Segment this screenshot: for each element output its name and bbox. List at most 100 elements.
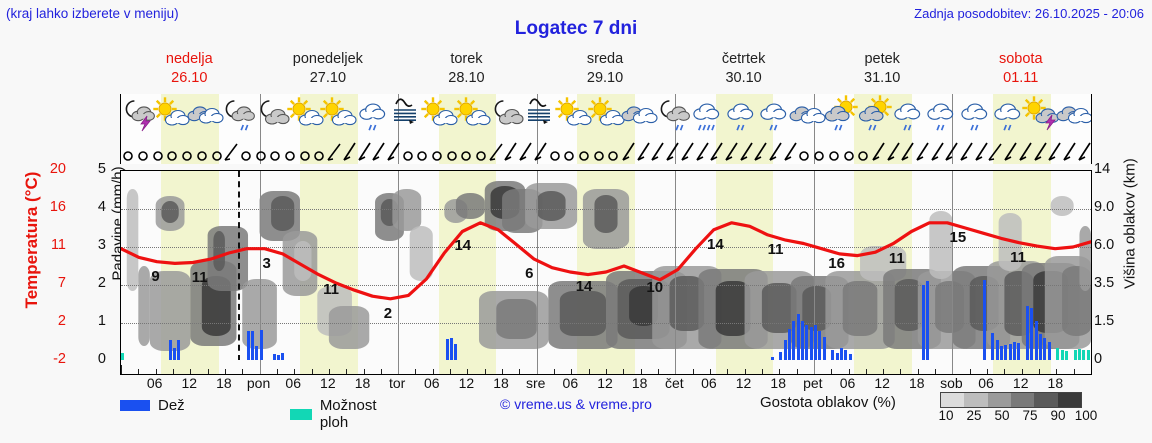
precipitation-bar <box>1017 342 1021 361</box>
day-separator <box>398 171 400 361</box>
x-axis-labels: 06 12 18 pon 06 12 18 tor 06 12 18 sre 06 12 18 čet 06 12… <box>120 375 1090 393</box>
cloud-density-swatch-50 <box>987 393 1011 407</box>
wind-calm-icon <box>561 140 577 162</box>
wind-calm-icon <box>400 140 416 162</box>
precipitation-bar <box>281 353 285 361</box>
precipitation-bar <box>809 326 813 361</box>
copyright-link[interactable]: © vreme.us & vreme.pro <box>500 396 652 412</box>
day-header-6: sobota 01.11 <box>951 50 1090 92</box>
legend-showers-label: Možnost ploh <box>319 397 377 431</box>
temperature-value-label: 2 <box>383 304 393 322</box>
wind-calm-icon <box>826 140 842 162</box>
precipitation-bar <box>844 350 848 361</box>
wind-barb-icon <box>1076 140 1091 162</box>
wind-barb-light-icon <box>987 140 1003 162</box>
day-date: 29.10 <box>586 70 624 86</box>
precipitation-bar <box>1004 345 1008 361</box>
day-name: sobota <box>998 51 1043 67</box>
day-separator <box>952 360 954 374</box>
precipitation-bar <box>445 338 449 361</box>
x-axis-label-pon: pon <box>246 375 271 391</box>
x-axis-tick <box>502 369 504 374</box>
wind-calm-icon <box>576 140 592 162</box>
sun-cloud-icon <box>318 95 358 137</box>
day-name: nedelja <box>165 51 213 67</box>
precipitation-bar <box>991 332 995 361</box>
daylight-band <box>992 360 1051 374</box>
temperature-value-label: 15 <box>949 228 967 246</box>
fog-icon <box>385 95 425 137</box>
temperature-value-label: 3 <box>262 254 271 272</box>
wind-barb-icon <box>914 140 930 162</box>
precipitation-bar <box>1013 342 1017 361</box>
precipitation-bar <box>818 330 822 361</box>
x-axis-tick <box>467 369 469 374</box>
showers-bar <box>1060 349 1064 361</box>
wind-barb-icon <box>973 140 989 162</box>
sun-cloud-thunder-icon <box>1021 95 1061 137</box>
x-axis-tick <box>172 369 174 374</box>
day-header-2: torek 28.10 <box>397 50 536 92</box>
precipitation-bar <box>922 285 926 361</box>
cloud-cloud-icon <box>787 95 827 137</box>
x-axis-label-12: 12 <box>874 375 890 391</box>
day-date: 31.10 <box>864 70 901 86</box>
cloud-density-step-10: 10 <box>938 408 954 423</box>
current-time-line <box>237 171 240 361</box>
x-axis-tick <box>207 369 209 374</box>
cloud-density-step-100: 100 <box>1074 408 1098 423</box>
x-axis-label-tor: tor <box>388 375 406 391</box>
temperature-value-label: 14 <box>707 235 724 253</box>
x-axis-tick <box>606 369 607 374</box>
wind-barb-icon <box>1046 140 1062 162</box>
wind-barb-icon <box>370 140 386 162</box>
wind-barb-icon <box>708 140 724 162</box>
wind-barb-icon <box>1032 140 1048 162</box>
day-separator <box>675 360 677 374</box>
cloud-density-swatch-75 <box>1010 393 1035 407</box>
daylight-band <box>299 360 358 374</box>
wind-calm-icon <box>297 140 313 162</box>
precipitation-bar <box>177 340 181 361</box>
precipitation-bar <box>1008 343 1012 361</box>
x-axis-label-12: 12 <box>597 375 613 391</box>
cloud-density-swatch-25 <box>964 393 988 407</box>
wind-barb-icon <box>649 140 665 162</box>
x-axis-label-06: 06 <box>285 375 301 391</box>
moon-cloud-rain-icon <box>653 95 693 137</box>
cloud-rain-icon <box>720 95 760 137</box>
wind-barb-icon <box>929 140 945 162</box>
precipitation-bar <box>255 345 259 361</box>
precipitation-bar <box>783 340 787 361</box>
x-axis-tick <box>640 369 642 374</box>
temperature-value-label: 11 <box>767 240 784 258</box>
day-separator <box>398 138 400 164</box>
x-axis-tick <box>380 369 382 374</box>
cloudheight-tick-1.5: 1.5 <box>1094 313 1115 329</box>
showers-bar <box>1065 351 1069 361</box>
wind-barb-icon <box>356 140 372 162</box>
cloud-density-step-90: 90 <box>1050 408 1066 423</box>
x-axis-tick <box>657 369 659 374</box>
wind-calm-icon <box>164 140 180 162</box>
day-separator <box>952 171 954 361</box>
moon-cloud-thunder-icon <box>121 95 158 137</box>
x-axis-tick <box>190 369 192 374</box>
temperature-value-label: 16 <box>828 254 845 272</box>
day-date: 30.10 <box>725 70 762 86</box>
x-axis-tick <box>1056 369 1058 374</box>
gridline-horizontal <box>121 247 1091 248</box>
day-separator <box>813 171 815 361</box>
wind-calm-icon <box>811 140 827 162</box>
x-axis-tick <box>883 369 885 374</box>
x-axis-tick <box>363 369 365 374</box>
precipitation-bar <box>792 321 796 361</box>
precipitation-bar <box>259 329 263 361</box>
cloud-cloud-icon <box>619 95 659 137</box>
wind-calm-icon <box>605 140 621 162</box>
showers-bar <box>1073 349 1077 361</box>
x-axis-tick <box>328 369 330 374</box>
temperature-curve <box>121 221 1091 301</box>
wind-barb-icon <box>517 140 533 162</box>
temperature-value-label: 9 <box>151 267 160 285</box>
